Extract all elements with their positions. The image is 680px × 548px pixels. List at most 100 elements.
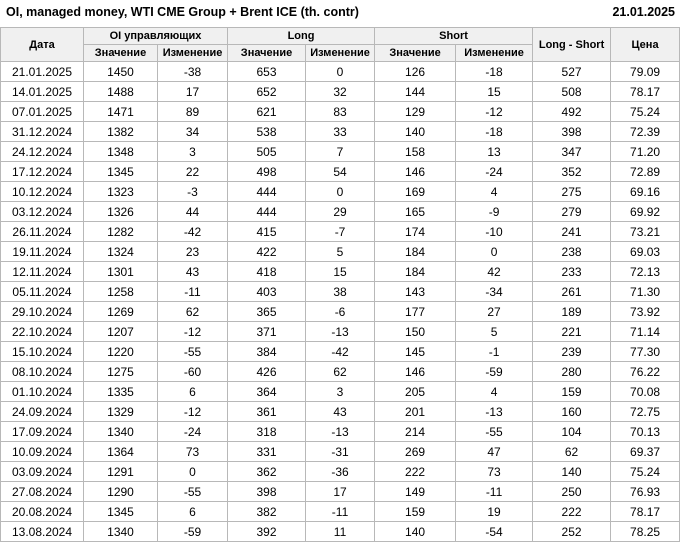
short-change-cell: 42: [455, 261, 534, 282]
long-short-cell: 252: [532, 521, 612, 542]
oi-value-cell: 1345: [83, 501, 158, 522]
date-cell: 12.11.2024: [0, 261, 84, 282]
date-cell: 05.11.2024: [0, 281, 84, 302]
oi-change-cell: 6: [156, 501, 229, 522]
subcol-header-oi-change: Изменение: [156, 44, 229, 62]
col-header-oi-group: OI управляющих: [82, 27, 229, 45]
long-change-cell: 62: [305, 361, 376, 382]
long-short-cell: 398: [532, 121, 612, 142]
price-cell: 72.13: [610, 261, 680, 282]
table-row: 12.11.2024 1301 43 418 15 184 42 233 72.13: [0, 261, 680, 282]
long-change-cell: 32: [305, 81, 376, 102]
long-change-cell: 29: [305, 201, 376, 222]
long-short-cell: 241: [532, 221, 612, 242]
date-cell: 29.10.2024: [0, 301, 84, 322]
short-change-cell: -24: [455, 161, 534, 182]
long-short-cell: 238: [532, 241, 612, 262]
long-short-cell: 347: [532, 141, 612, 162]
date-cell: 13.08.2024: [0, 521, 84, 542]
price-cell: 73.92: [610, 301, 680, 322]
long-short-cell: 189: [532, 301, 612, 322]
long-change-cell: 54: [305, 161, 376, 182]
date-cell: 10.09.2024: [0, 441, 84, 462]
date-cell: 08.10.2024: [0, 361, 84, 382]
short-value-cell: 169: [374, 181, 457, 202]
table-row: 20.08.2024 1345 6 382 -11 159 19 222 78.17: [0, 501, 680, 522]
price-cell: 76.22: [610, 361, 680, 382]
oi-change-cell: -3: [156, 181, 229, 202]
short-value-cell: 269: [374, 441, 457, 462]
oi-change-cell: -60: [156, 361, 229, 382]
oi-value-cell: 1301: [83, 261, 158, 282]
date-cell: 07.01.2025: [0, 101, 84, 122]
price-cell: 76.93: [610, 481, 680, 502]
long-change-cell: 0: [305, 61, 376, 82]
long-change-cell: -6: [305, 301, 376, 322]
long-change-cell: -13: [305, 421, 376, 442]
table-row: 05.11.2024 1258 -11 403 38 143 -34 261 71.30: [0, 281, 680, 302]
long-short-cell: 492: [532, 101, 612, 122]
short-value-cell: 184: [374, 241, 457, 262]
oi-value-cell: 1258: [83, 281, 158, 302]
col-header-long-group: Long: [227, 27, 376, 45]
oi-value-cell: 1323: [83, 181, 158, 202]
long-value-cell: 365: [227, 301, 307, 322]
table-body: 21.01.2025 1450 -38 653 0 126 -18 527 79.09 14.01…: [0, 61, 680, 542]
oi-change-cell: 6: [156, 381, 229, 402]
price-cell: 71.14: [610, 321, 680, 342]
title-bar: OI, managed money, WTI CME Group + Brent…: [0, 0, 680, 27]
price-cell: 70.13: [610, 421, 680, 442]
long-short-cell: 279: [532, 201, 612, 222]
short-value-cell: 174: [374, 221, 457, 242]
price-cell: 78.17: [610, 81, 680, 102]
table-row: 17.09.2024 1340 -24 318 -13 214 -55 104 70.13: [0, 421, 680, 442]
short-change-cell: 47: [455, 441, 534, 462]
short-value-cell: 129: [374, 101, 457, 122]
table-row: 10.12.2024 1323 -3 444 0 169 4 275 69.16: [0, 181, 680, 202]
table-row: 26.11.2024 1282 -42 415 -7 174 -10 241 73.21: [0, 221, 680, 242]
col-header-date: Дата: [0, 27, 84, 62]
price-cell: 69.37: [610, 441, 680, 462]
oi-table: Дата OI управляющих Long Short Long - Sh…: [0, 27, 680, 542]
long-change-cell: 33: [305, 121, 376, 142]
long-change-cell: 5: [305, 241, 376, 262]
table-row: 15.10.2024 1220 -55 384 -42 145 -1 239 77.30: [0, 341, 680, 362]
table-row: 27.08.2024 1290 -55 398 17 149 -11 250 76.93: [0, 481, 680, 502]
long-change-cell: 43: [305, 401, 376, 422]
price-cell: 70.08: [610, 381, 680, 402]
date-cell: 20.08.2024: [0, 501, 84, 522]
short-change-cell: -18: [455, 61, 534, 82]
oi-change-cell: -59: [156, 521, 229, 542]
oi-value-cell: 1324: [83, 241, 158, 262]
short-value-cell: 214: [374, 421, 457, 442]
date-cell: 21.01.2025: [0, 61, 84, 82]
price-cell: 72.75: [610, 401, 680, 422]
table-row: 22.10.2024 1207 -12 371 -13 150 5 221 71.14: [0, 321, 680, 342]
short-value-cell: 140: [374, 521, 457, 542]
long-change-cell: -31: [305, 441, 376, 462]
date-cell: 14.01.2025: [0, 81, 84, 102]
oi-change-cell: 62: [156, 301, 229, 322]
long-value-cell: 418: [227, 261, 307, 282]
page-title: OI, managed money, WTI CME Group + Brent…: [6, 5, 359, 19]
date-cell: 03.12.2024: [0, 201, 84, 222]
long-short-cell: 280: [532, 361, 612, 382]
long-change-cell: -42: [305, 341, 376, 362]
subcol-header-short-value: Значение: [374, 44, 457, 62]
price-cell: 71.30: [610, 281, 680, 302]
long-change-cell: 7: [305, 141, 376, 162]
oi-value-cell: 1345: [83, 161, 158, 182]
short-change-cell: 5: [455, 321, 534, 342]
long-change-cell: 17: [305, 481, 376, 502]
long-value-cell: 384: [227, 341, 307, 362]
table-row: 08.10.2024 1275 -60 426 62 146 -59 280 76.22: [0, 361, 680, 382]
oi-value-cell: 1335: [83, 381, 158, 402]
oi-value-cell: 1450: [83, 61, 158, 82]
short-change-cell: 15: [455, 81, 534, 102]
date-cell: 03.09.2024: [0, 461, 84, 482]
long-short-cell: 222: [532, 501, 612, 522]
table-row: 21.01.2025 1450 -38 653 0 126 -18 527 79.09: [0, 61, 680, 82]
long-value-cell: 382: [227, 501, 307, 522]
price-cell: 78.25: [610, 521, 680, 542]
short-change-cell: -13: [455, 401, 534, 422]
